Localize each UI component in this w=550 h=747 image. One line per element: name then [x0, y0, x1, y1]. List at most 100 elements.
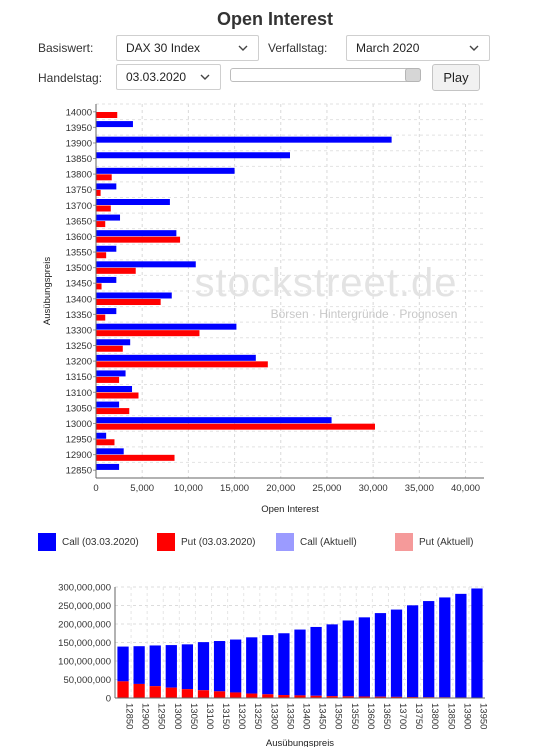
call-bar: [96, 401, 120, 408]
y-tick-label: 13750: [66, 185, 92, 196]
y-tick-label: 13600: [66, 232, 92, 243]
y-tick-label: 12900: [66, 450, 92, 461]
y-tick-label: 13050: [66, 403, 92, 414]
handelstag-select[interactable]: 03.03.2020: [116, 64, 221, 90]
x-tick-label: 13750: [413, 703, 424, 729]
x-tick-label: 13500: [333, 703, 344, 729]
put-bar: [117, 681, 129, 698]
legend-label-call-aktuell: Call (Aktuell): [300, 536, 357, 548]
x-tick-label: 13850: [445, 703, 456, 729]
x-tick-label: 5,000: [130, 483, 154, 494]
date-slider[interactable]: [230, 68, 421, 82]
x-tick-label: 13650: [381, 703, 392, 729]
put-bar: [96, 267, 136, 274]
x-tick-label: 13400: [301, 703, 312, 729]
put-bar: [213, 691, 226, 698]
put-bar: [342, 696, 354, 698]
call-bar: [96, 354, 256, 361]
y-tick-label: 12950: [66, 435, 92, 446]
basiswert-value: DAX 30 Index: [126, 41, 201, 55]
y-tick-label: 13800: [66, 170, 92, 181]
chevron-down-icon: [238, 45, 248, 51]
call-bar: [96, 417, 332, 424]
x-tick-label: 13950: [477, 703, 488, 729]
legend: Call (03.03.2020) Put (03.03.2020) Call …: [0, 533, 550, 555]
slider-thumb[interactable]: [405, 68, 421, 82]
call-bar: [439, 597, 451, 698]
basiswert-select[interactable]: DAX 30 Index: [116, 35, 259, 61]
y-tick-label: 13950: [66, 123, 92, 134]
call-bar: [96, 261, 196, 268]
put-bar: [262, 694, 274, 698]
call-bar: [455, 593, 467, 698]
call-bar: [326, 624, 338, 697]
legend-item-call[interactable]: Call (03.03.2020): [38, 533, 139, 551]
legend-swatch-put-aktuell: [395, 533, 413, 551]
call-bar: [197, 642, 210, 691]
y-tick-label: 13200: [66, 357, 92, 368]
put-bar: [96, 252, 107, 259]
call-bar: [96, 136, 392, 143]
call-bar: [96, 432, 107, 439]
y-tick-label: 13500: [66, 263, 92, 274]
put-bar: [310, 695, 322, 698]
call-bar: [96, 463, 120, 470]
y-tick-label: 13350: [66, 310, 92, 321]
x-tick-label: 13800: [429, 703, 440, 729]
legend-swatch-call-aktuell: [276, 533, 294, 551]
put-bar: [197, 690, 210, 698]
basiswert-label: Basiswert:: [38, 41, 94, 55]
put-bar: [96, 221, 106, 228]
put-bar: [96, 299, 161, 305]
call-bar: [96, 276, 117, 283]
put-bar: [96, 423, 375, 430]
y-tick-label: 13000: [66, 419, 92, 430]
x-tick-label: 13050: [188, 703, 199, 729]
chevron-down-icon: [200, 74, 210, 80]
x-tick-label: 12850: [124, 703, 135, 729]
call-bar: [96, 323, 237, 330]
call-bar: [294, 629, 306, 696]
play-button[interactable]: Play: [432, 64, 480, 91]
legend-item-call-aktuell[interactable]: Call (Aktuell): [276, 533, 357, 551]
chevron-down-icon: [469, 45, 479, 51]
y-tick-label: 300,000,000: [58, 583, 111, 594]
legend-item-put-aktuell[interactable]: Put (Aktuell): [395, 533, 473, 551]
verfallstag-select[interactable]: March 2020: [346, 35, 490, 61]
call-bar: [406, 605, 419, 698]
call-bar: [342, 620, 354, 697]
legend-item-put[interactable]: Put (03.03.2020): [157, 533, 256, 551]
y-axis-title: Ausübungspreis: [42, 257, 53, 325]
call-bar: [358, 617, 370, 697]
call-bar: [96, 121, 133, 128]
call-bar: [374, 613, 387, 697]
x-tick-label: 10,000: [174, 483, 203, 494]
put-bar: [96, 376, 120, 383]
put-bar: [294, 695, 306, 698]
legend-label-put-aktuell: Put (Aktuell): [419, 536, 474, 548]
handelstag-value: 03.03.2020: [126, 70, 187, 84]
x-tick-label: 12900: [140, 703, 151, 729]
call-bar: [96, 339, 131, 346]
put-bar: [278, 695, 290, 698]
put-bar: [326, 696, 338, 698]
put-bar: [96, 454, 175, 461]
handelstag-label: Handelstag:: [38, 71, 103, 85]
legend-label-put: Put (03.03.2020): [181, 536, 256, 548]
put-bar: [374, 696, 387, 698]
put-bar: [96, 345, 123, 352]
y-tick-label: 100,000,000: [58, 657, 111, 668]
y-tick-label: 50,000,000: [63, 675, 111, 686]
call-bar: [181, 644, 194, 690]
call-bar: [96, 183, 117, 190]
x-tick-label: 13900: [461, 703, 472, 729]
x-tick-label: 40,000: [451, 483, 480, 494]
page-title: Open Interest: [216, 9, 334, 29]
open-interest-chart: 0 5,000 10,000 15,000 20,000 25,000 30,000 35,0…: [42, 103, 484, 515]
call-bar: [213, 641, 226, 692]
call-bar: [96, 199, 170, 205]
y-tick-label: 13700: [66, 201, 92, 212]
put-bar: [181, 689, 194, 698]
call-bar: [96, 370, 126, 377]
put-bar: [96, 112, 118, 118]
